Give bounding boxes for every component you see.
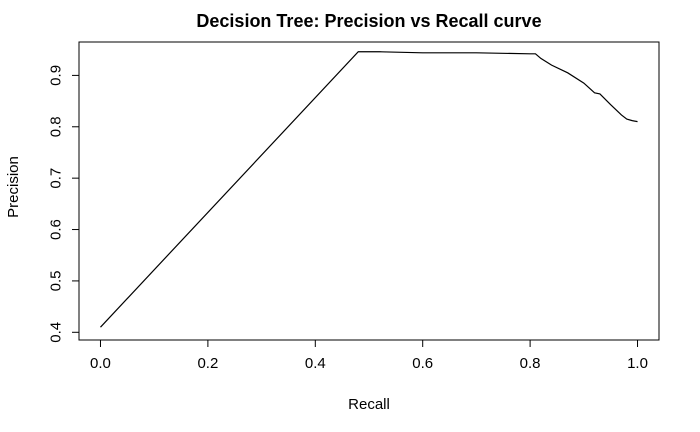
x-tick-label: 0.4 [305,355,326,372]
y-axis: 0.4 0.5 0.6 0.7 0.8 0.9 [47,65,80,343]
y-tick-label: 0.7 [47,168,64,189]
y-tick-label: 0.9 [47,65,64,86]
y-axis-label: Precision [5,156,22,218]
y-tick-label: 0.6 [47,219,64,240]
y-tick-label: 0.4 [47,322,64,343]
precision-recall-line [100,51,638,328]
x-tick-label: 0.6 [412,355,433,372]
x-tick-label: 0.8 [520,355,541,372]
x-axis: 0.0 0.2 0.4 0.6 0.8 1.0 [90,339,648,372]
plot-frame [78,41,660,341]
x-tick-label: 0.2 [197,355,218,372]
y-tick-label: 0.8 [47,116,64,137]
x-tick-label: 0.0 [90,355,111,372]
x-tick-label: 1.0 [627,355,648,372]
y-tick-label: 0.5 [47,270,64,291]
chart-title: Decision Tree: Precision vs Recall curve [196,11,541,31]
x-axis-label: Recall [348,396,390,413]
